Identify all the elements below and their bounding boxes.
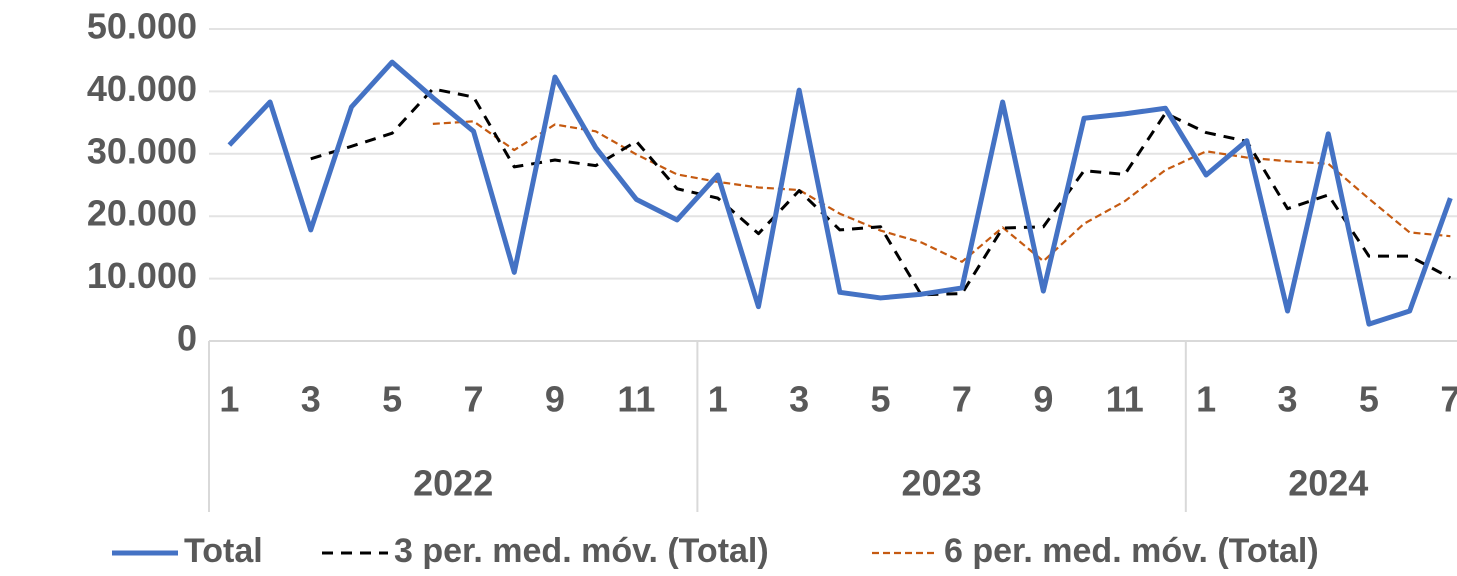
x-tick-label: 1 [1196,379,1216,420]
legend-label: 6 per. med. móv. (Total) [944,532,1319,570]
x-tick-label: 3 [1278,379,1298,420]
x-tick-label: 9 [545,379,565,420]
x-tick-label: 9 [1033,379,1053,420]
x-tick-label: 3 [789,379,809,420]
x-tick-label: 5 [382,379,402,420]
y-tick-label: 30.000 [87,130,197,171]
x-group-label: 2022 [413,463,493,504]
x-tick-label: 7 [1440,379,1457,420]
x-tick-label: 5 [871,379,891,420]
series-line [432,120,1451,263]
x-tick-label: 1 [219,379,239,420]
x-tick-label: 1 [708,379,728,420]
y-tick-label: 20.000 [87,193,197,234]
y-tick-label: 40.000 [87,68,197,109]
x-group-label: 2023 [902,463,982,504]
y-tick-label: 0 [177,318,197,359]
x-tick-label: 7 [952,379,972,420]
y-tick-label: 50.000 [87,6,197,47]
x-tick-label: 11 [617,379,655,420]
series-line [310,87,1452,297]
legend-label: 3 per. med. móv. (Total) [394,532,769,570]
x-group-label: 2024 [1288,463,1368,504]
y-tick-label: 10.000 [87,255,197,296]
series-line [227,59,1453,327]
x-tick-label: 5 [1359,379,1379,420]
legend-label: Total [184,532,263,570]
x-tick-label: 11 [1106,379,1144,420]
x-tick-label: 3 [301,379,321,420]
x-tick-label: 7 [464,379,484,420]
